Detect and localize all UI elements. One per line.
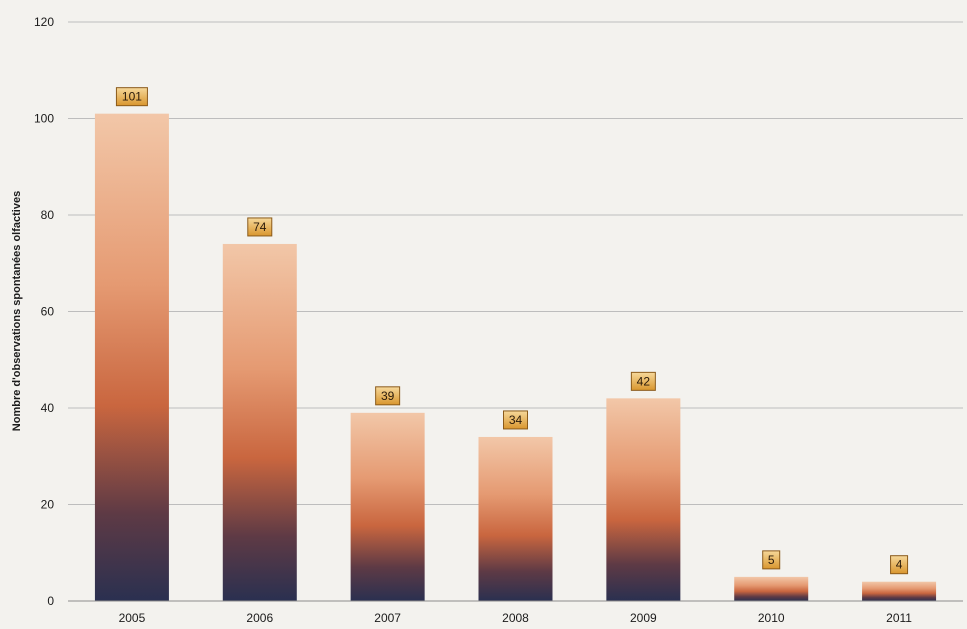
x-tick-label: 2005 (119, 611, 146, 625)
bar-2010 (734, 576, 809, 601)
data-label-2006: 74 (247, 217, 273, 237)
x-axis-ticks: 2005 2006 2007 2008 2009 2010 2011 (119, 611, 913, 625)
y-tick-label: 60 (41, 305, 55, 319)
data-label-2008: 34 (503, 410, 528, 430)
x-tick-label: 2010 (758, 611, 785, 625)
data-label-value: 39 (381, 389, 395, 403)
x-tick-label: 2006 (246, 611, 273, 625)
x-tick-label: 2008 (502, 611, 529, 625)
data-label-2010: 5 (762, 550, 781, 570)
bar-2007 (350, 412, 425, 601)
data-label-2011: 4 (890, 555, 909, 575)
data-label-box (762, 550, 781, 570)
y-tick-label: 80 (41, 208, 55, 222)
data-label-box (247, 217, 273, 237)
y-axis-ticks: 0 20 40 60 80 100 120 (34, 15, 54, 608)
data-label-value: 74 (253, 220, 267, 234)
data-label-2007: 39 (375, 386, 401, 406)
bar-2008 (478, 436, 553, 601)
y-tick-label: 40 (41, 401, 55, 415)
data-labels: 101 74 39 34 42 5 4 (115, 87, 909, 575)
data-label-value: 101 (122, 90, 142, 104)
x-tick-label: 2011 (886, 611, 912, 625)
bar-2009 (606, 398, 681, 601)
x-tick-label: 2009 (630, 611, 657, 625)
gridlines (68, 21, 963, 505)
y-tick-label: 20 (41, 498, 55, 512)
data-label-value: 4 (896, 558, 903, 572)
y-tick-label: 120 (34, 15, 54, 29)
data-label-box (630, 371, 656, 391)
data-label-2009: 42 (630, 371, 656, 391)
y-tick-label: 0 (47, 594, 54, 608)
x-tick-label: 2007 (374, 611, 401, 625)
bars (94, 113, 937, 602)
bar-2011 (862, 581, 937, 601)
data-label-value: 34 (509, 413, 523, 427)
data-label-2005: 101 (115, 87, 148, 107)
data-label-value: 5 (768, 553, 775, 567)
y-tick-label: 100 (34, 112, 54, 126)
data-label-value: 42 (637, 374, 651, 388)
data-label-box (503, 410, 528, 430)
bar-2005 (94, 113, 169, 602)
y-axis-label: Nombre d'observations spontanées olfacti… (11, 191, 23, 431)
data-label-box (115, 87, 148, 107)
data-label-box (890, 555, 909, 575)
bar-2006 (222, 243, 297, 601)
data-label-box (375, 386, 401, 406)
